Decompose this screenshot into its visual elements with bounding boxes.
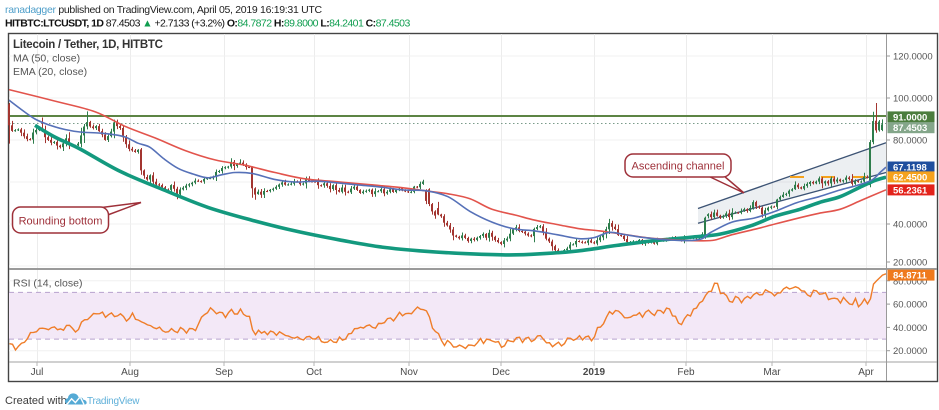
svg-text:Nov: Nov xyxy=(400,367,418,378)
svg-text:Sep: Sep xyxy=(215,367,233,378)
svg-text:62.4500: 62.4500 xyxy=(893,172,927,183)
svg-text:84.8711: 84.8711 xyxy=(893,271,928,282)
svg-text:Aug: Aug xyxy=(121,367,139,378)
svg-text:91.0000: 91.0000 xyxy=(893,112,927,123)
svg-text:RSI (14, close): RSI (14, close) xyxy=(13,278,82,290)
svg-text:TradingView: TradingView xyxy=(87,396,140,407)
svg-text:87.4503: 87.4503 xyxy=(893,123,927,134)
svg-text:20.0000: 20.0000 xyxy=(893,346,927,357)
svg-text:120.0000: 120.0000 xyxy=(893,52,933,63)
svg-text:Created with: Created with xyxy=(5,395,67,407)
svg-text:67.1198: 67.1198 xyxy=(893,163,927,174)
svg-text:40.0000: 40.0000 xyxy=(893,220,927,231)
svg-text:Dec: Dec xyxy=(492,367,510,378)
svg-text:40.0000: 40.0000 xyxy=(893,323,927,334)
svg-text:2019: 2019 xyxy=(583,367,606,378)
svg-text:MA (50, close): MA (50, close) xyxy=(13,53,80,65)
svg-text:Mar: Mar xyxy=(763,367,781,378)
svg-text:Rounding bottom: Rounding bottom xyxy=(19,216,103,228)
svg-text:Litecoin / Tether, 1D, HITBTC: Litecoin / Tether, 1D, HITBTC xyxy=(13,39,163,51)
svg-text:EMA (20, close): EMA (20, close) xyxy=(13,66,87,78)
svg-text:Feb: Feb xyxy=(677,367,695,378)
svg-text:20.0000: 20.0000 xyxy=(893,258,927,269)
svg-text:100.0000: 100.0000 xyxy=(893,94,933,105)
svg-text:80.0000: 80.0000 xyxy=(893,276,927,287)
svg-text:ranadagger published on Tradin: ranadagger published on TradingView.com,… xyxy=(5,4,323,16)
svg-text:Apr: Apr xyxy=(858,367,874,378)
svg-text:HITBTC:LTCUSDT, 1D 87.4503 ▲ +: HITBTC:LTCUSDT, 1D 87.4503 ▲ +2.7133 (+3… xyxy=(5,18,410,30)
svg-text:Ascending channel: Ascending channel xyxy=(632,161,725,173)
svg-text:60.0000: 60.0000 xyxy=(893,300,927,311)
svg-text:Jul: Jul xyxy=(31,367,44,378)
svg-text:80.0000: 80.0000 xyxy=(893,136,927,147)
svg-text:56.2361: 56.2361 xyxy=(893,185,928,196)
svg-text:Oct: Oct xyxy=(306,367,322,378)
